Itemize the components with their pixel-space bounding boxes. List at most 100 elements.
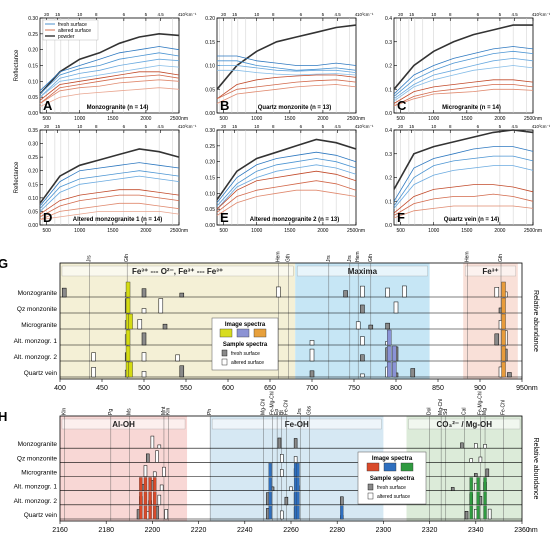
top-tick-label: 20	[44, 12, 50, 17]
region-label: Fe-OH	[285, 420, 309, 429]
x-tick-label: 500	[42, 228, 51, 234]
top-tick-label: 5	[322, 12, 325, 17]
y-tick-label: 0.20	[28, 169, 38, 175]
x-tick-label: 1500	[284, 228, 295, 234]
legend-swatch-image	[366, 462, 380, 472]
top-tick-label: 6	[300, 12, 303, 17]
mineral-marker-label: Dol	[427, 407, 433, 415]
mineral-marker-label: Mg-Chl	[438, 399, 444, 415]
top-axis-unit: 10³cm⁻¹	[357, 12, 374, 17]
image-spectra-bar	[139, 477, 143, 491]
y-tick-label: 0.25	[205, 144, 215, 150]
spectrum-line-fresh	[393, 155, 534, 207]
legend-label-fresh: fresh surface	[377, 485, 406, 491]
image-spectra-bar	[476, 491, 480, 505]
mineral-marker-label: Kln	[62, 408, 68, 415]
top-tick-label: 20	[44, 124, 50, 129]
x-tick-label: 1000	[74, 116, 85, 122]
legend-title-image: Image spectra	[225, 322, 266, 328]
x-tick-label: 2260	[283, 527, 299, 534]
image-spectra-bar	[296, 477, 300, 491]
image-spectra-bar	[501, 345, 506, 362]
y-tick-label: 0.10	[28, 79, 38, 85]
spectrum-line-altered	[393, 88, 534, 107]
x-tick-label: 950	[516, 385, 528, 392]
row-label: Alt. monzogr. 2	[14, 498, 58, 505]
top-tick-label: 10	[431, 12, 437, 17]
spectrum-line-fresh	[393, 65, 534, 102]
top-axis-unit: 10³cm⁻¹	[534, 124, 550, 129]
y-tick-label: 0.00	[28, 111, 38, 117]
sample-bar	[410, 368, 416, 378]
mineral-marker-label: Fe-Chl	[283, 400, 289, 415]
image-spectra-bar	[296, 463, 300, 477]
sample-bar	[284, 496, 289, 506]
top-tick-label: 4.5	[334, 124, 341, 129]
top-tick-label: 6	[123, 12, 126, 17]
spectrum-line-powder	[216, 138, 357, 201]
spectrum-line-powder	[39, 32, 180, 95]
sample-bar	[360, 285, 365, 298]
top-tick-label: 6	[300, 124, 303, 129]
image-spectra-bar	[143, 491, 148, 505]
panel-letter: F	[397, 210, 405, 225]
x-tick-label: 400	[54, 385, 66, 392]
image-spectra-bar	[148, 505, 152, 520]
x-tick-label: 650	[264, 385, 276, 392]
sample-bar	[507, 372, 512, 378]
plot-frame	[59, 262, 523, 380]
top-tick-label: 15	[232, 124, 238, 129]
x-tick-label: 2500nm	[524, 116, 542, 122]
top-tick-label: 10	[254, 124, 260, 129]
top-tick-label: 4	[178, 124, 181, 129]
mineral-marker-label: Jrs	[86, 255, 92, 262]
image-spectra-bar	[296, 491, 300, 505]
mineral-marker-label: Ms	[126, 408, 132, 415]
x-tick-label: 2300	[376, 527, 392, 534]
image-spectra-bar	[143, 505, 148, 520]
mineral-marker-label: Jrs	[347, 255, 353, 262]
mineral-marker-label: Kln	[166, 408, 172, 415]
sample-bar	[368, 324, 374, 330]
legend-title-sample: Sample spectra	[223, 342, 268, 348]
spectrum-line-fresh	[393, 165, 534, 209]
top-tick-label: 8	[272, 12, 275, 17]
spectrum-line-fresh	[393, 146, 534, 202]
sample-bar	[141, 308, 147, 314]
plot-frame	[393, 129, 534, 226]
top-tick-label: 8	[449, 124, 452, 129]
panel-letter: B	[220, 98, 229, 113]
x-tick-label: 2000	[494, 228, 505, 234]
spectrum-line-fresh	[393, 57, 534, 100]
top-tick-label: 8	[95, 124, 98, 129]
sample-bar	[360, 354, 365, 362]
panel-title: Microgranite (n = 14)	[442, 105, 501, 111]
spectrum-line-altered	[393, 84, 534, 107]
image-spectra-bar	[387, 329, 392, 346]
panel-g: Fe³⁺ --- O²⁻, Fe³⁺ --- Fe³⁺ Maxima Fe³⁺ Jrs…	[0, 251, 539, 392]
y-tick-label: 0.20	[205, 160, 215, 166]
x-tick-label: 2340	[468, 527, 484, 534]
top-axis-unit: 10³cm⁻¹	[180, 124, 197, 129]
top-tick-label: 4.5	[511, 12, 518, 17]
y-axis-title: Reflectance	[14, 49, 20, 81]
y-tick-label: 0.2	[385, 64, 392, 70]
region-label: Fe³⁺ --- O²⁻, Fe³⁺ --- Fe³⁺	[132, 267, 223, 276]
spectrum-line-fresh	[39, 162, 180, 207]
x-tick-label: 500	[396, 116, 405, 122]
top-tick-label: 6	[123, 124, 126, 129]
sample-bar	[385, 322, 390, 330]
sample-bar	[141, 371, 147, 378]
sample-bar	[360, 304, 365, 314]
image-spectra-bar	[469, 505, 473, 520]
mineral-marker-label: Hem	[275, 251, 281, 262]
region-label: Al-OH	[112, 420, 135, 429]
legend-swatch-fresh	[221, 349, 228, 357]
x-tick-label: 800	[390, 385, 402, 392]
panel-f: 0.0 0.1 0.2 0.3 0.4 500 1000 1500 2000 2500nm 20 15…	[385, 124, 550, 234]
top-axis-unit: 10³cm⁻¹	[357, 124, 374, 129]
mineral-marker-label: Gbs	[306, 405, 312, 415]
y-tick-label: 0.00	[205, 223, 215, 229]
x-tick-label: 2200	[145, 527, 161, 534]
legend-title-sample: Sample spectra	[370, 476, 415, 482]
